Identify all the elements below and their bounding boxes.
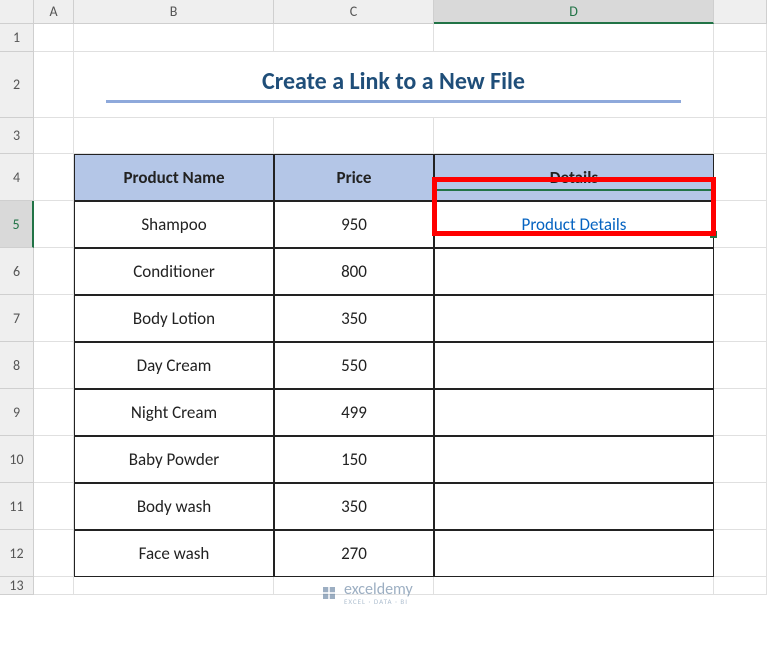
- cell-details-0[interactable]: Product Details: [434, 201, 714, 248]
- cell-product-2[interactable]: Body Lotion: [74, 295, 274, 342]
- row-header-11[interactable]: 11: [0, 483, 34, 530]
- cell-details-4[interactable]: [434, 389, 714, 436]
- cell-price-4[interactable]: 499: [274, 389, 434, 436]
- title-cell[interactable]: Create a Link to a New File: [74, 52, 714, 118]
- cell-a7[interactable]: [34, 295, 74, 342]
- cell-price-6[interactable]: 350: [274, 483, 434, 530]
- cell-price-2[interactable]: 350: [274, 295, 434, 342]
- cell-details-3[interactable]: [434, 342, 714, 389]
- cell-a3[interactable]: [34, 118, 74, 154]
- cell-e7[interactable]: [714, 295, 767, 342]
- fill-handle[interactable]: [710, 231, 717, 238]
- watermark-icon: [320, 584, 338, 602]
- watermark: exceldemy EXCEL · DATA · BI: [320, 580, 413, 606]
- col-header-a[interactable]: A: [34, 0, 74, 24]
- select-all-corner[interactable]: [0, 0, 34, 24]
- row-header-4[interactable]: 4: [0, 154, 34, 201]
- cell-price-3[interactable]: 550: [274, 342, 434, 389]
- cell-a6[interactable]: [34, 248, 74, 295]
- col-header-d[interactable]: D: [434, 0, 714, 24]
- cell-product-3[interactable]: Day Cream: [74, 342, 274, 389]
- cell-d1[interactable]: [434, 24, 714, 52]
- cell-price-0[interactable]: 950: [274, 201, 434, 248]
- cell-details-2[interactable]: [434, 295, 714, 342]
- header-details[interactable]: Details: [434, 154, 714, 201]
- cell-a1[interactable]: [34, 24, 74, 52]
- cell-c3[interactable]: [274, 118, 434, 154]
- cell-price-1[interactable]: 800: [274, 248, 434, 295]
- row-header-1[interactable]: 1: [0, 24, 34, 52]
- spreadsheet-grid: A B C D 1 2 Create a Link to a New File …: [0, 0, 767, 595]
- cell-d3[interactable]: [434, 118, 714, 154]
- cell-product-5[interactable]: Baby Powder: [74, 436, 274, 483]
- cell-a2[interactable]: [34, 52, 74, 118]
- cell-product-1[interactable]: Conditioner: [74, 248, 274, 295]
- row-header-9[interactable]: 9: [0, 389, 34, 436]
- cell-a12[interactable]: [34, 530, 74, 577]
- cell-a13[interactable]: [34, 577, 74, 595]
- row-header-12[interactable]: 12: [0, 530, 34, 577]
- cell-product-0[interactable]: Shampoo: [74, 201, 274, 248]
- col-header-c[interactable]: C: [274, 0, 434, 24]
- cell-e9[interactable]: [714, 389, 767, 436]
- row-header-10[interactable]: 10: [0, 436, 34, 483]
- cell-a11[interactable]: [34, 483, 74, 530]
- cell-product-6[interactable]: Body wash: [74, 483, 274, 530]
- cell-c1[interactable]: [274, 24, 434, 52]
- col-header-blank[interactable]: [714, 0, 767, 24]
- watermark-text-wrap: exceldemy EXCEL · DATA · BI: [344, 580, 413, 606]
- cell-e8[interactable]: [714, 342, 767, 389]
- cell-b13[interactable]: [74, 577, 274, 595]
- cell-a10[interactable]: [34, 436, 74, 483]
- row-header-5[interactable]: 5: [0, 201, 34, 248]
- cell-e12[interactable]: [714, 530, 767, 577]
- title-underline: [106, 100, 681, 103]
- row-header-13[interactable]: 13: [0, 577, 34, 595]
- cell-details-7[interactable]: [434, 530, 714, 577]
- watermark-sub: EXCEL · DATA · BI: [344, 597, 413, 606]
- cell-d13[interactable]: [434, 577, 714, 595]
- header-price[interactable]: Price: [274, 154, 434, 201]
- cell-e1[interactable]: [714, 24, 767, 52]
- row-header-8[interactable]: 8: [0, 342, 34, 389]
- cell-price-7[interactable]: 270: [274, 530, 434, 577]
- cell-a5[interactable]: [34, 201, 74, 248]
- title-text: Create a Link to a New File: [262, 67, 525, 96]
- cell-e11[interactable]: [714, 483, 767, 530]
- cell-e6[interactable]: [714, 248, 767, 295]
- col-header-b[interactable]: B: [74, 0, 274, 24]
- cell-e4[interactable]: [714, 154, 767, 201]
- cell-details-6[interactable]: [434, 483, 714, 530]
- cell-product-7[interactable]: Face wash: [74, 530, 274, 577]
- cell-e10[interactable]: [714, 436, 767, 483]
- cell-a8[interactable]: [34, 342, 74, 389]
- cell-a4[interactable]: [34, 154, 74, 201]
- cell-e3[interactable]: [714, 118, 767, 154]
- cell-e13[interactable]: [714, 577, 767, 595]
- row-header-7[interactable]: 7: [0, 295, 34, 342]
- hyperlink-product-details[interactable]: Product Details: [522, 214, 627, 235]
- cell-price-5[interactable]: 150: [274, 436, 434, 483]
- row-header-6[interactable]: 6: [0, 248, 34, 295]
- row-header-3[interactable]: 3: [0, 118, 34, 154]
- cell-details-1[interactable]: [434, 248, 714, 295]
- cell-b1[interactable]: [74, 24, 274, 52]
- cell-a9[interactable]: [34, 389, 74, 436]
- header-product[interactable]: Product Name: [74, 154, 274, 201]
- cell-e5[interactable]: [714, 201, 767, 248]
- row-header-2[interactable]: 2: [0, 52, 34, 118]
- cell-details-5[interactable]: [434, 436, 714, 483]
- cell-product-4[interactable]: Night Cream: [74, 389, 274, 436]
- cell-b3[interactable]: [74, 118, 274, 154]
- cell-e2[interactable]: [714, 52, 767, 118]
